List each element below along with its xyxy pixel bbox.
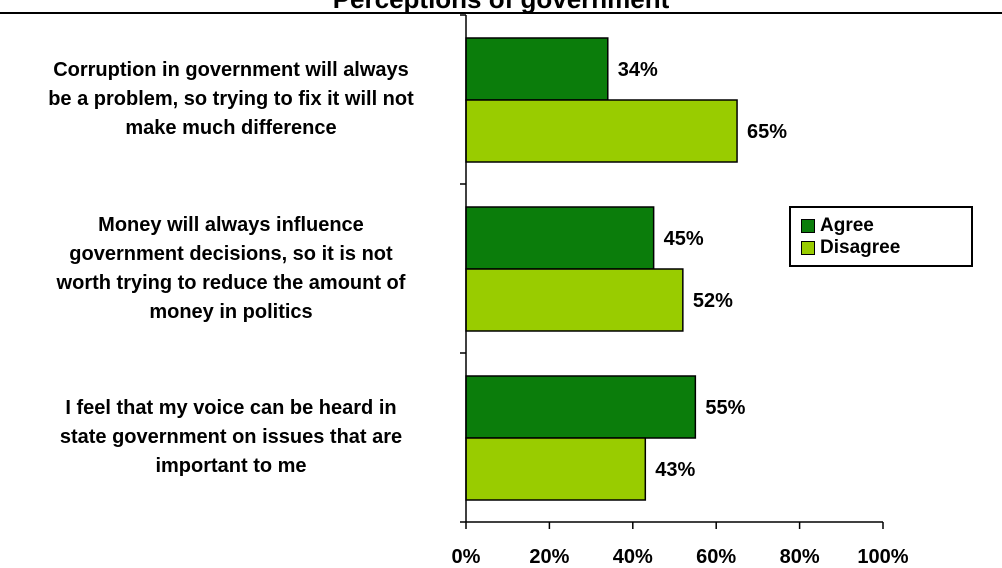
data-label-disagree-3: 43% bbox=[655, 459, 695, 481]
title-area: Perceptions of government bbox=[0, 0, 1002, 14]
x-tick-label-5: 100% bbox=[857, 546, 908, 568]
legend-swatch-agree bbox=[801, 219, 815, 233]
x-tick-label-4: 80% bbox=[780, 546, 820, 568]
legend: Agree Disagree bbox=[789, 206, 973, 267]
data-label-disagree-1: 65% bbox=[747, 121, 787, 143]
data-label-disagree-2: 52% bbox=[693, 290, 733, 312]
bar-disagree-2 bbox=[465, 268, 684, 332]
legend-label-disagree: Disagree bbox=[820, 237, 901, 258]
legend-item-agree: Agree bbox=[801, 215, 874, 237]
bar-disagree-3 bbox=[465, 437, 647, 501]
bar-agree-2 bbox=[465, 206, 655, 270]
x-tick-label-2: 40% bbox=[613, 546, 653, 568]
category-label-2: Money will always influence government de… bbox=[56, 213, 406, 323]
legend-swatch-disagree bbox=[801, 241, 815, 255]
data-label-agree-3: 55% bbox=[705, 397, 745, 419]
bar-agree-3 bbox=[465, 375, 697, 439]
x-tick-label-0: 0% bbox=[452, 546, 481, 568]
legend-item-disagree: Disagree bbox=[801, 237, 900, 259]
data-label-agree-2: 45% bbox=[664, 228, 704, 250]
bar-agree-1 bbox=[465, 37, 609, 101]
x-tick-label-1: 20% bbox=[529, 546, 569, 568]
category-label-1: Corruption in government will always be a… bbox=[48, 59, 414, 139]
x-tick-label-3: 60% bbox=[696, 546, 736, 568]
bar-disagree-1 bbox=[465, 99, 738, 163]
legend-label-agree: Agree bbox=[820, 215, 874, 236]
data-label-agree-1: 34% bbox=[618, 59, 658, 81]
category-label-3: I feel that my voice can be heard in stat… bbox=[59, 397, 403, 477]
chart-title: Perceptions of government bbox=[0, 0, 1002, 14]
